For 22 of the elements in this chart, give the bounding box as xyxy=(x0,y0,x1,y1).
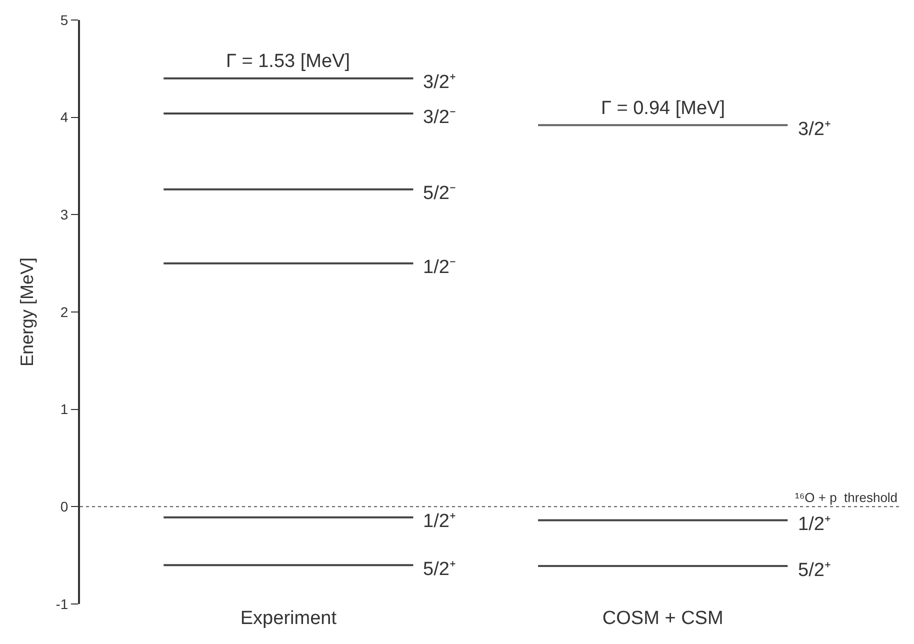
series-label: 5/2⁻ xyxy=(423,183,456,204)
series-label: 1/2⁺ xyxy=(798,514,830,535)
y-tick-label: 3 xyxy=(60,206,68,223)
ref-line-label: ¹⁶O + p threshold xyxy=(795,490,898,505)
y-tick-label: 5 xyxy=(60,12,68,28)
series-label: 3/2⁺ xyxy=(798,119,830,140)
y-axis-title: Energy [MeV] xyxy=(17,257,37,367)
annotation: Γ = 1.53 [MeV] xyxy=(226,51,350,72)
series-label: 5/2⁺ xyxy=(423,559,456,580)
series-label: 5/2⁺ xyxy=(798,560,830,581)
annotation: Γ = 0.94 [MeV] xyxy=(601,98,726,119)
y-tick-label: 0 xyxy=(60,498,68,515)
series-label: 1/2⁻ xyxy=(423,257,456,278)
x-tick-label: COSM + CSM xyxy=(602,608,724,629)
y-tick-label: -1 xyxy=(56,596,68,612)
series-label: 3/2⁻ xyxy=(423,107,456,128)
series-label: 1/2⁺ xyxy=(423,511,456,532)
series-label: 3/2⁺ xyxy=(423,72,456,93)
y-tick-label: 2 xyxy=(60,304,68,320)
x-tick-label: Experiment xyxy=(240,608,338,629)
y-tick-label: 4 xyxy=(60,109,68,126)
y-tick-label: 1 xyxy=(60,401,68,418)
